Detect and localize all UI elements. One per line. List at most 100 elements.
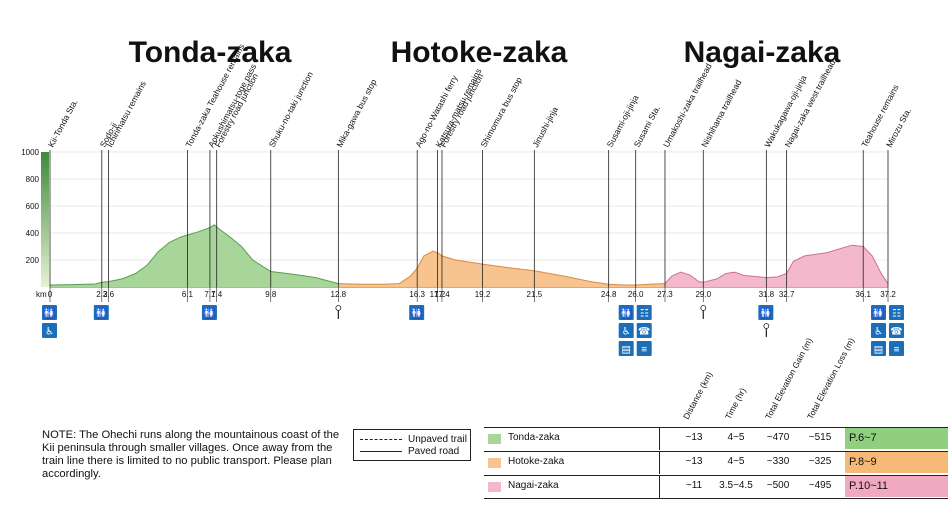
profile-areas — [49, 224, 889, 287]
waypoint-lines — [49, 150, 889, 287]
km-tick-label: 12.8 — [331, 290, 347, 299]
km-tick-label: 7.4 — [211, 290, 223, 299]
elevation-tick-label: 1000 — [21, 148, 39, 157]
km-tick-label: 21.5 — [527, 290, 543, 299]
row-time: 3.5~4.5 — [719, 480, 753, 491]
shop-icon: ▤ — [618, 341, 634, 356]
svg-text:🚻: 🚻 — [43, 307, 55, 320]
row-name: Nagai-zaka — [508, 480, 559, 491]
section-title: Hotoke-zaka — [391, 36, 568, 69]
line-legend: Unpaved trail Paved road — [353, 429, 471, 461]
bed-icon: ≡ — [636, 341, 652, 356]
km-tick-label: 24.8 — [601, 290, 617, 299]
toilet-icon: 🚻 — [42, 305, 57, 320]
legend-unpaved-label: Unpaved trail — [408, 434, 467, 445]
legend-paved-label: Paved road — [408, 446, 460, 457]
bus-stop-icon — [335, 305, 342, 319]
row-gain: ~470 — [766, 432, 790, 443]
row-distance: ~13 — [685, 432, 703, 443]
km-tick-label: 37.2 — [880, 290, 896, 299]
bus-stop-icon — [700, 305, 707, 319]
shop-icon: ▤ — [871, 341, 886, 356]
waypoint-label: Ichirimatsu remains — [105, 79, 148, 149]
row-loss: ~495 — [808, 480, 832, 491]
km-tick-label: 17.2 — [430, 290, 446, 299]
waypoint-label: Shuku-no-taki junction — [267, 70, 315, 149]
section-title: Nagai-zaka — [684, 36, 841, 69]
person-icon: ♿ — [42, 323, 57, 338]
legend-unpaved: Unpaved trail — [360, 434, 467, 445]
table-column-header: Time (hr) — [723, 386, 748, 421]
phone-icon: ☎ — [636, 323, 652, 338]
waypoint-label: Susami Sta. — [632, 104, 662, 149]
elevation-tick-label: 800 — [26, 175, 40, 184]
table-row: Nagai-zaka ~11 3.5~4.5 ~500 ~495 P.10~11 — [484, 475, 948, 499]
km-tick-label: 16.3 — [409, 290, 425, 299]
km-tick-label: 2.3 — [96, 290, 108, 299]
row-pages[interactable]: P.6~7 — [845, 428, 948, 449]
toilet-icon: 🚻 — [409, 305, 425, 320]
profile-area-tonda-zaka — [50, 224, 339, 287]
km-tick-label: 36.1 — [855, 290, 871, 299]
km-tick-label: 2.6 — [103, 290, 115, 299]
km-tick-label: 0 — [48, 290, 53, 299]
toilet-icon: 🚻 — [871, 305, 886, 320]
toilet-icon: 🚻 — [758, 305, 774, 320]
row-loss: ~325 — [808, 456, 832, 467]
elevation-tick-label: 200 — [26, 256, 40, 265]
svg-text:☷: ☷ — [892, 309, 901, 320]
km-tick-label: 27.3 — [657, 290, 673, 299]
waypoint-label: Mika-gawa bus stop — [334, 77, 378, 149]
vending-icon: ☷ — [889, 305, 904, 320]
svg-text:☎: ☎ — [890, 327, 902, 338]
legend-paved: Paved road — [360, 446, 459, 457]
svg-text:🚻: 🚻 — [203, 307, 215, 320]
elevation-tick-label: 600 — [26, 202, 40, 211]
row-gain: ~330 — [766, 456, 790, 467]
row-gain: ~500 — [766, 480, 790, 491]
bus-stop-icon — [763, 323, 770, 337]
waypoint-label: Shimomura bus stop — [478, 75, 524, 149]
row-time: 4~5 — [727, 432, 745, 443]
svg-text:▤: ▤ — [874, 345, 883, 356]
table-column-header: Total Elevation Loss (m) — [805, 336, 856, 421]
toilet-icon: 🚻 — [93, 305, 109, 320]
km-axis-label: km — [36, 290, 47, 299]
toilet-icon: 🚻 — [201, 305, 217, 320]
row-color-swatch — [488, 458, 501, 468]
phone-icon: ☎ — [889, 323, 904, 338]
section-title: Tonda-zaka — [129, 36, 292, 69]
km-tick-label: 32.7 — [779, 290, 795, 299]
svg-text:🚻: 🚻 — [410, 307, 422, 320]
table-row: Tonda-zaka ~13 4~5 ~470 ~515 P.6~7 — [484, 427, 948, 450]
waypoint-label: Jinushi-jinja — [530, 105, 560, 149]
waypoint-label: Nishihama trailhead — [699, 78, 743, 149]
svg-text:🚻: 🚻 — [872, 307, 884, 320]
svg-text:🚻: 🚻 — [620, 307, 632, 320]
elevation-tick-label: 400 — [26, 229, 40, 238]
svg-text:☷: ☷ — [640, 309, 649, 320]
km-tick-label: 9.8 — [265, 290, 277, 299]
km-tick-label: 19.2 — [475, 290, 491, 299]
vending-icon: ☷ — [636, 305, 652, 320]
row-loss: ~515 — [808, 432, 832, 443]
facility-icons: 🚻 ♿ 🚻 🚻 🚻 🚻 ☷ ♿ ☎ ▤ ≡ 🚻 🚻 ☷ ♿ ☎ ▤ ≡ — [42, 305, 904, 356]
table-column-header: Distance (km) — [681, 370, 715, 421]
row-pages[interactable]: P.10~11 — [845, 476, 948, 497]
table-column-header: Total Elevation Gain (m) — [763, 336, 814, 421]
svg-text:♿: ♿ — [874, 327, 883, 338]
solid-line-swatch — [360, 451, 402, 452]
section-titles: Tonda-zaka Hotoke-zaka Nagai-zaka — [129, 36, 841, 69]
bed-icon: ≡ — [889, 341, 904, 356]
row-distance: ~13 — [685, 456, 703, 467]
km-tick-label: 6.1 — [182, 290, 194, 299]
row-distance: ~11 — [685, 480, 703, 491]
dashed-line-swatch — [360, 439, 402, 440]
elevation-scale-bar — [41, 152, 49, 287]
row-pages[interactable]: P.8~9 — [845, 452, 948, 473]
table-row: Hotoke-zaka ~13 4~5 ~330 ~325 P.8~9 — [484, 451, 948, 474]
person-icon: ♿ — [618, 323, 634, 338]
waypoint-label: Mirozu Sta. — [884, 106, 913, 149]
km-tick-label: 17.4 — [434, 290, 450, 299]
svg-text:🚻: 🚻 — [760, 307, 772, 320]
